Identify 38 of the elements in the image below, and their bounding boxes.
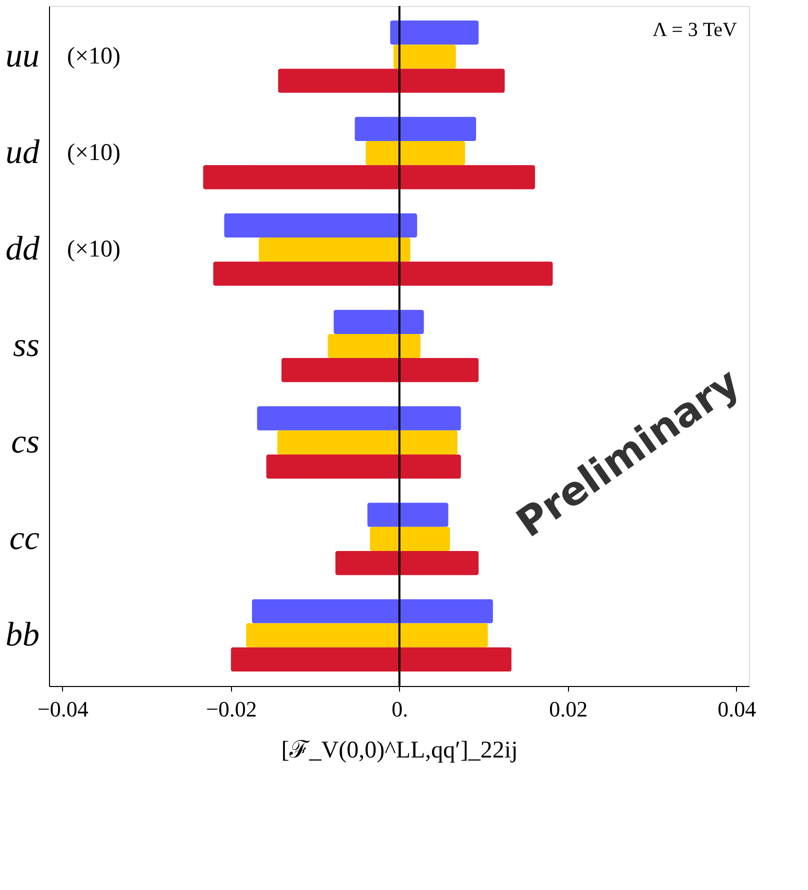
annotation: Λ = 3 TeV [652, 19, 738, 41]
bar [230, 647, 512, 672]
x-tick-label: 0.04 [718, 696, 756, 722]
bar [367, 502, 448, 527]
bar [354, 116, 476, 142]
annotation: (×10) [67, 236, 121, 263]
y-tick-label: uu [6, 38, 40, 75]
bar [258, 237, 410, 262]
annotation: (×10) [67, 140, 121, 166]
bar [213, 262, 553, 286]
y-tick-label: bb [6, 616, 40, 654]
x-axis-title: [ℱ_V(0,0)^LL,qq′]_22ij [281, 738, 518, 764]
bar [277, 430, 458, 455]
bar [390, 20, 479, 45]
y-tick-label: cs [11, 423, 40, 460]
x-tick-label: 0. [392, 696, 408, 722]
bar [328, 334, 420, 358]
bar [334, 310, 424, 334]
bar [203, 165, 536, 190]
bar [252, 599, 493, 624]
y-tick-label: ud [6, 134, 40, 172]
bar [246, 623, 488, 648]
bar [335, 550, 479, 576]
y-tick-label: dd [6, 230, 40, 268]
x-tick-label: −0.04 [38, 696, 88, 722]
bar [278, 68, 505, 93]
x-tick-label: 0.02 [549, 696, 588, 722]
bar [394, 44, 456, 69]
annotation: (×10) [67, 44, 121, 70]
bar [370, 526, 450, 551]
bar [266, 454, 461, 479]
bar [281, 358, 479, 382]
bar [224, 213, 418, 238]
y-tick-label: ss [13, 327, 40, 364]
bar [257, 406, 461, 430]
y-tick-label: cc [9, 520, 40, 557]
bar [366, 141, 466, 166]
x-tick-label: −0.02 [206, 696, 257, 722]
